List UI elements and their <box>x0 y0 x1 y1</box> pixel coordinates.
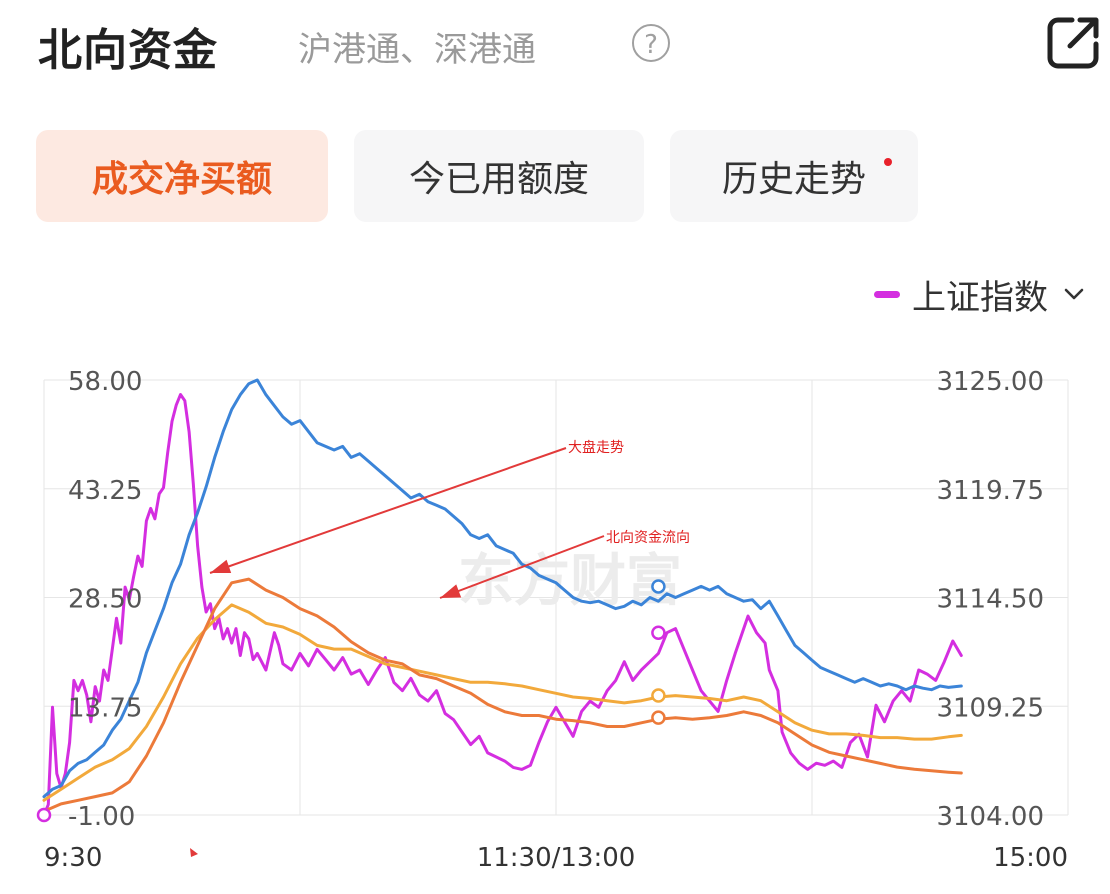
annotation-north-flow: 北向资金流向 <box>606 530 690 546</box>
page-subtitle: 沪港通、深港通 <box>298 30 536 70</box>
series-marker-1 <box>651 625 666 640</box>
x-tick-label: 15:00 <box>993 843 1068 873</box>
series-line-2 <box>42 603 963 802</box>
series-line-3 <box>42 577 963 813</box>
y-right-tick-label: 3114.50 <box>936 585 1044 615</box>
x-tick-label: 11:30/13:00 <box>477 843 636 873</box>
arrow-market-trend-head <box>210 559 232 573</box>
tab-quota-used-label: 今已用额度 <box>408 159 589 200</box>
header: 北向资金 沪港通、深港通 ? <box>0 0 1110 95</box>
series-marker-3 <box>651 688 666 703</box>
x-tick-label: 9:30 <box>44 843 102 873</box>
tab-net-buy-label: 成交净买额 <box>91 159 272 200</box>
y-left-tick-label: 43.25 <box>68 476 142 506</box>
y-right-tick-label: 3109.25 <box>936 693 1044 723</box>
annotation-market-trend: 大盘走势 <box>568 440 624 456</box>
arrow-north-flow-head <box>440 584 462 598</box>
arrow-market-trend-shaft <box>209 447 567 574</box>
legend-swatch <box>874 290 900 298</box>
series-line-0 <box>42 393 963 817</box>
notification-dot <box>884 158 892 166</box>
tab-bar: 成交净买额 今已用额度 历史走势 <box>36 130 1036 224</box>
tab-quota-used[interactable]: 今已用额度 <box>354 130 644 222</box>
y-left-tick-label: 28.50 <box>68 585 142 615</box>
annotation-arrows <box>190 447 605 857</box>
series-marker-0 <box>36 807 52 823</box>
chart-grid <box>43 379 1069 816</box>
series-line-1 <box>42 378 963 799</box>
y-left-tick-label: 58.00 <box>68 367 142 397</box>
north-bound-chart: 东方财富 58.00 43.25 28.50 13.75 -1.00 3125.00 311… <box>36 367 1069 873</box>
question-circle-icon[interactable]: ? <box>632 24 670 62</box>
external-link-icon[interactable] <box>1044 12 1104 72</box>
legend-label: 上证指数 <box>912 277 1048 318</box>
tab-history[interactable]: 历史走势 <box>670 130 918 222</box>
tab-history-label: 历史走势 <box>721 159 866 200</box>
page-title: 北向资金 <box>38 25 218 76</box>
watermark: 东方财富 <box>458 549 682 614</box>
y-left-tick-label: 13.75 <box>68 693 142 723</box>
y-left-tick-label: -1.00 <box>68 802 135 832</box>
tab-net-buy[interactable]: 成交净买额 <box>36 130 328 222</box>
cursor-marker <box>190 848 198 857</box>
y-right-tick-label: 3119.75 <box>936 476 1044 506</box>
y-right-tick-label: 3125.00 <box>936 367 1044 397</box>
index-legend-selector[interactable]: 上证指数 <box>874 270 1086 318</box>
series-marker-4 <box>651 710 666 725</box>
y-right-tick-label: 3104.00 <box>936 802 1044 832</box>
series-marker-2 <box>651 579 666 594</box>
arrow-north-flow-shaft <box>439 535 605 599</box>
chevron-down-icon <box>1064 288 1084 300</box>
